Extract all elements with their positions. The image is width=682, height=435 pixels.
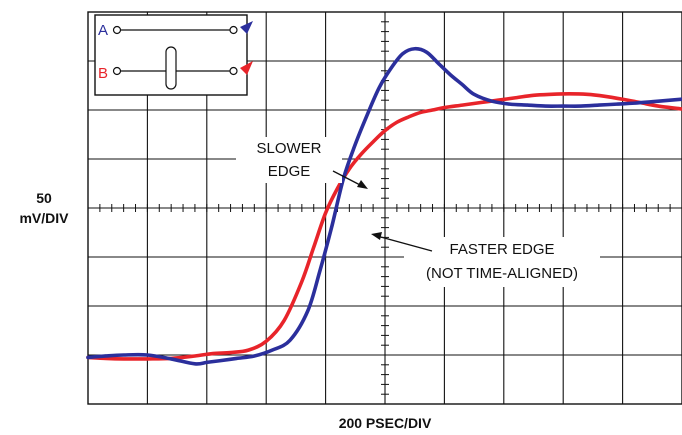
annotation-slower-arrowhead-icon xyxy=(357,180,368,189)
annotation-faster-arrowhead-icon xyxy=(371,232,382,240)
inset-arrow-b-icon xyxy=(240,61,253,75)
trace-b-line xyxy=(86,92,682,361)
annotation-faster-line2: (NOT TIME-ALIGNED) xyxy=(426,265,578,282)
inset-label-b: B xyxy=(98,65,108,82)
annotation-slower-line2: EDGE xyxy=(268,163,311,180)
x-axis-label: 200 PSEC/DIV xyxy=(339,415,432,431)
inset-schematic: A B xyxy=(94,14,253,96)
y-axis-label-line2: mV/DIV xyxy=(19,210,69,226)
inset-arrow-a-icon xyxy=(240,21,253,34)
annotation-faster-line1: FASTER EDGE xyxy=(449,241,554,258)
inset-label-a: A xyxy=(98,22,108,39)
annotation-slower-line1: SLOWER xyxy=(256,140,321,157)
annotation-slower-edge: SLOWER EDGE xyxy=(236,137,368,189)
inset-capacitor-icon xyxy=(165,46,177,90)
trace-a-line xyxy=(86,46,682,366)
annotation-faster-edge: FASTER EDGE (NOT TIME-ALIGNED) xyxy=(371,232,600,287)
y-axis-label-line1: 50 xyxy=(36,190,52,206)
